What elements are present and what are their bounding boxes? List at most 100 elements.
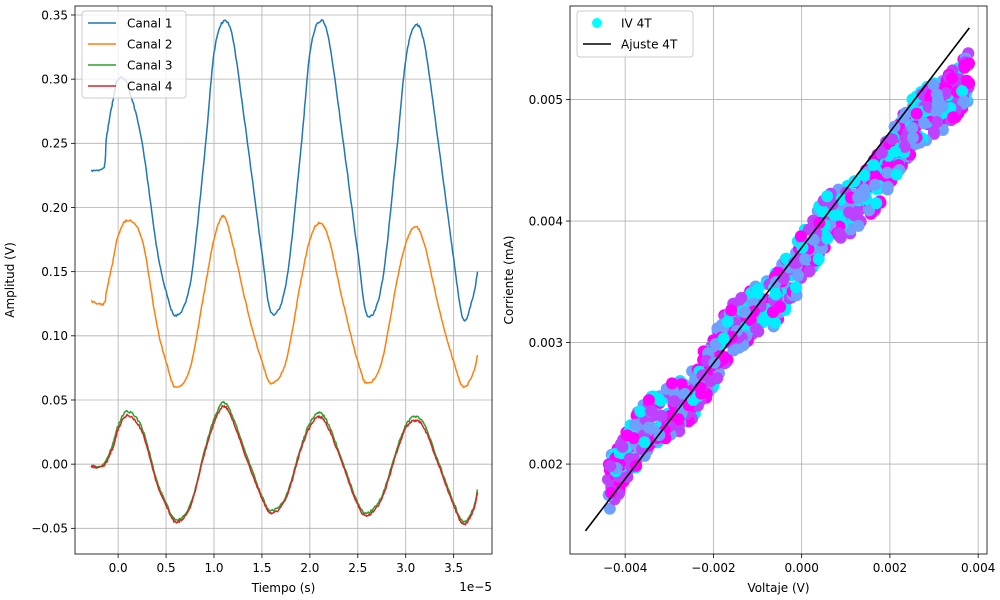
right-y-ticks: 0.002 0.003 0.004 0.005 (529, 93, 570, 471)
x-tick-label: 3.5 (444, 561, 463, 575)
iv-4t-point (858, 169, 871, 182)
right-y-axis-label: Corriente (mA) (502, 236, 516, 325)
iv-4t-point (816, 205, 829, 218)
iv-4t-point (645, 405, 658, 417)
iv-4t-point (956, 85, 969, 98)
iv-4t-point (927, 125, 940, 138)
x-tick-label: 0.002 (873, 561, 907, 575)
iv-4t-point (603, 502, 616, 515)
y-tick-label: 0.10 (41, 329, 68, 343)
left-x-axis-label: Tiempo (s) (251, 581, 316, 595)
left-series-lines (90, 19, 479, 526)
x-tick-label: 1.0 (204, 561, 223, 575)
iv-4t-point (848, 175, 861, 188)
x-tick-label: 0.5 (157, 561, 176, 575)
legend-label-iv-4t: IV 4T (621, 16, 652, 30)
iv-4t-point (958, 59, 971, 72)
iv-4t-point (835, 193, 848, 206)
y-tick-label: 0.004 (529, 214, 563, 228)
iv-4t-point (695, 387, 708, 400)
iv-4t-point (867, 159, 880, 171)
iv-4t-point (634, 405, 647, 418)
iv-4t-point (642, 421, 655, 434)
iv-4t-point (807, 233, 820, 246)
iv-4t-point (616, 440, 629, 453)
right-legend: IV 4T Ajuste 4T (576, 10, 694, 58)
iv-4t-point (906, 131, 919, 144)
legend-label-canal-2: Canal 2 (127, 37, 172, 51)
left-y-axis-label: Amplitud (V) (3, 242, 17, 318)
iv-4t-point (936, 100, 949, 113)
iv-4t-point (668, 395, 681, 408)
iv-4t-point (918, 117, 931, 130)
y-tick-label: 0.05 (41, 393, 68, 407)
iv-4t-point (821, 232, 834, 245)
y-tick-label: 0.25 (41, 137, 68, 151)
iv-4t-point (792, 269, 804, 282)
iv-4t-point (738, 306, 751, 319)
y-tick-label: 0.20 (41, 201, 68, 215)
y-tick-label: 0.15 (41, 265, 68, 279)
x-tick-label: 0.0 (109, 561, 128, 575)
y-tick-label: 0.002 (529, 457, 563, 471)
right-legend-box (576, 10, 694, 58)
iv-4t-point (666, 377, 678, 390)
x-tick-label: 3.0 (396, 561, 415, 575)
iv-4t-point (655, 409, 668, 422)
iv-4t-point (799, 253, 812, 266)
iv-4t-point (812, 253, 825, 266)
series-line-canal-1 (90, 19, 479, 322)
iv-4t-point (767, 306, 779, 318)
iv-4t-point (821, 190, 834, 203)
iv-4t-point (931, 116, 943, 129)
ajuste-4t-line-group (584, 27, 970, 532)
iv-4t-point (868, 169, 881, 182)
iv-4t-point (963, 77, 975, 89)
legend-swatch-iv-4t (592, 18, 602, 28)
iv-4t-point (833, 227, 846, 240)
iv-4t-point (642, 394, 655, 407)
y-tick-label: 0.003 (529, 336, 563, 350)
left-legend: Canal 1 Canal 2 Canal 3 Canal 4 (81, 10, 187, 99)
iv-4t-point (898, 140, 911, 153)
y-tick-label: 0.30 (41, 72, 68, 86)
right-x-ticks: −0.004 −0.002 0.000 0.002 0.004 (603, 554, 995, 575)
iv-4t-point (672, 413, 685, 426)
legend-label-canal-1: Canal 1 (127, 16, 172, 30)
iv-4t-point (906, 93, 919, 106)
iv-4t-point (828, 208, 841, 221)
series-line-canal-2 (90, 214, 479, 389)
series-line-canal-4 (90, 405, 479, 526)
iv-4t-point (890, 168, 903, 181)
iv-4t-point (717, 332, 730, 345)
iv-4t-point (851, 206, 864, 218)
iv-4t-point (725, 304, 738, 317)
iv-4t-point (794, 230, 807, 243)
y-tick-label: −0.05 (31, 522, 68, 536)
y-tick-label: 0.00 (41, 457, 68, 471)
iv-4t-point (857, 189, 870, 202)
ajuste-4t-line (584, 27, 970, 532)
iv-4t-point (789, 281, 802, 294)
left-legend-box (81, 10, 187, 99)
iv-4t-point (751, 283, 764, 296)
iv-4t-point (889, 145, 902, 158)
iv-4t-point (704, 375, 717, 388)
x-tick-label: 2.0 (300, 561, 319, 575)
x-tick-label: 2.5 (348, 561, 367, 575)
iv-4t-point (852, 219, 865, 232)
left-axes-frame (74, 5, 493, 555)
right-axes-frame (569, 5, 988, 555)
iv-4t-point (886, 133, 899, 145)
x-tick-label: 1.5 (252, 561, 271, 575)
x-tick-label: −0.004 (603, 561, 647, 575)
y-tick-label: 0.35 (41, 8, 68, 22)
x-tick-label: 0.000 (784, 561, 818, 575)
x-tick-label: 0.004 (961, 561, 995, 575)
left-x-ticks: 0.0 0.5 1.0 1.5 2.0 2.5 3.0 3.5 (109, 554, 463, 575)
iv-4t-point (875, 146, 888, 159)
iv-4t-point (638, 436, 651, 449)
iv-4t-point (735, 292, 748, 304)
series-line-canal-3 (91, 400, 479, 523)
